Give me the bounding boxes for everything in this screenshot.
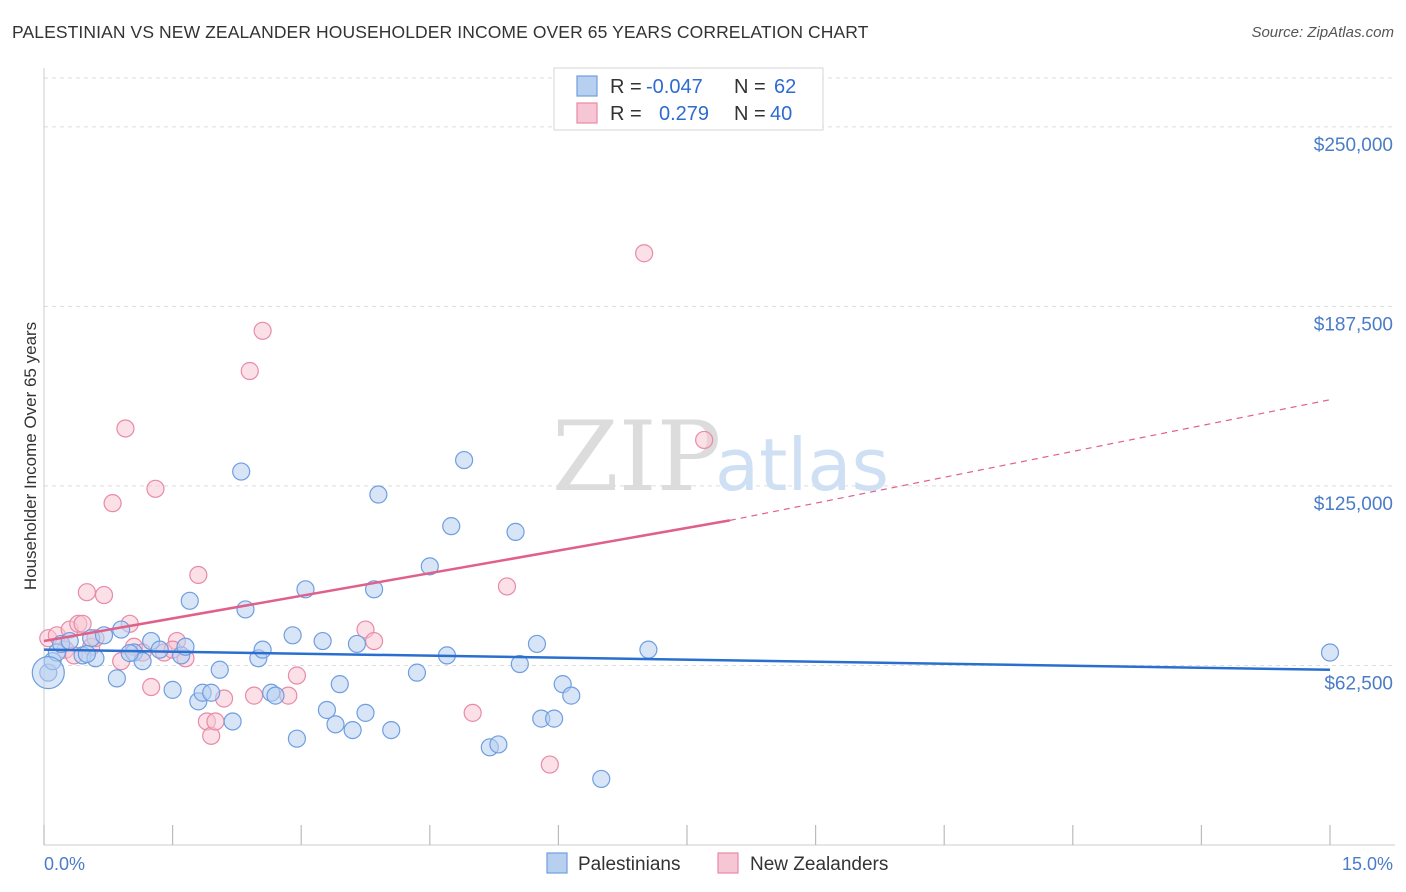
bottom-legend-swatch-new-zealanders (717, 852, 739, 874)
palestinians-point-34 (317, 700, 337, 720)
palestinians-point-29 (266, 686, 285, 705)
new-zealanders-point-34 (497, 577, 517, 596)
legend-r-label-1: R = (610, 76, 642, 98)
palestinians-points (31, 450, 1340, 789)
palestinians-point-12 (133, 652, 152, 671)
palestinians-point-61 (120, 644, 139, 663)
palestinians-point-47 (454, 450, 474, 470)
palestinians-point-44 (420, 557, 439, 576)
new-zealanders-point-28 (253, 321, 272, 340)
palestinians-point-22 (210, 660, 229, 679)
palestinians-point-51 (510, 654, 529, 674)
legend-swatch-blue (576, 75, 598, 97)
palestinians-point-35 (326, 715, 345, 734)
palestinians-point-58 (639, 640, 658, 659)
y-tick-label-3: $250,000 (1314, 135, 1393, 156)
palestinians-point-27 (253, 640, 272, 659)
palestinians-point-36 (330, 675, 349, 694)
palestinians-point-52 (527, 634, 547, 654)
palestinians-point-14 (150, 640, 169, 659)
palestinians-point-15 (163, 680, 182, 699)
new-zealanders-point-21 (189, 565, 208, 585)
palestinians-point-33 (313, 631, 332, 651)
legend-swatch-pink (576, 102, 598, 124)
new-zealanders-trend-line (43, 519, 731, 643)
legend-n-label-1: N = (734, 76, 766, 98)
new-zealanders-point-37 (695, 430, 714, 450)
new-zealanders-point-5 (73, 614, 92, 633)
y-tick-label-2: $187,500 (1314, 314, 1393, 335)
legend-n-value-1: 62 (774, 76, 796, 98)
legend-r-value-1: -0.047 (646, 76, 703, 98)
palestinians-point-38 (347, 634, 367, 654)
palestinians-point-21 (202, 683, 221, 702)
new-zealanders-point-10 (103, 494, 122, 513)
legend-r-value-2: 0.279 (659, 103, 709, 125)
new-zealanders-point-16 (142, 677, 161, 697)
y-tick-labels: $62,500 $125,000 $187,500 $250,000 (1314, 135, 1393, 695)
palestinians-point-54 (545, 709, 564, 728)
palestinians-point-18 (180, 591, 199, 610)
axis-layer (43, 68, 1395, 846)
palestinians-trend-line (43, 648, 1331, 672)
bottom-legend: Palestinians New Zealanders (546, 852, 888, 875)
new-zealanders-point-17 (146, 479, 165, 498)
new-zealanders-point-26 (240, 361, 259, 381)
palestinians-point-24 (232, 462, 251, 481)
palestinians-point-23 (223, 712, 242, 731)
new-zealanders-point-33 (463, 703, 482, 722)
palestinians-point-49 (489, 735, 508, 754)
x-tick-label-1: 15.0% (1342, 854, 1393, 874)
y-tick-label-1: $125,000 (1314, 494, 1393, 515)
watermark-zip: ZIP (552, 401, 721, 513)
new-zealanders-point-6 (77, 583, 96, 602)
new-zealanders-trend-extension (729, 399, 1331, 521)
palestinians-point-37 (343, 720, 362, 740)
bottom-legend-swatch-palestinians (546, 852, 568, 874)
legend-r-label-2: R = (610, 103, 642, 125)
palestinians-point-9 (107, 669, 126, 688)
legend-frame (553, 67, 824, 131)
new-zealanders-point-27 (244, 686, 264, 705)
palestinians-point-57 (592, 769, 611, 789)
new-zealanders-point-36 (635, 244, 654, 263)
palestinians-cluster-point (31, 656, 65, 690)
palestinians-point-46 (442, 517, 461, 536)
new-zealanders-point-12 (116, 419, 135, 438)
bottom-legend-label-palestinians: Palestinians (578, 854, 680, 875)
palestinians-point-50 (506, 522, 525, 541)
trend-lines (43, 399, 1331, 672)
palestinians-point-39 (356, 703, 375, 722)
palestinians-point-60 (77, 644, 96, 664)
new-zealanders-point-9 (94, 585, 114, 605)
palestinians-point-42 (382, 720, 401, 740)
palestinians-point-40 (364, 580, 384, 599)
palestinians-point-30 (283, 626, 302, 645)
new-zealanders-point-24 (206, 712, 225, 731)
source-label: Source: ZipAtlas.com (1251, 24, 1394, 41)
legend-n-label-2: N = (734, 103, 766, 125)
y-axis-label: Householder Income Over 65 years (21, 322, 40, 590)
chart-title: PALESTINIAN VS NEW ZEALANDER HOUSEHOLDER… (12, 22, 869, 42)
x-tick-labels: 0.0% 15.0% (44, 854, 1393, 874)
palestinians-point-41 (369, 485, 388, 504)
x-tick-label-0: 0.0% (44, 854, 85, 874)
new-zealanders-point-30 (287, 666, 307, 685)
legend-n-value-2: 40 (770, 103, 792, 125)
bottom-legend-label-new-zealanders: New Zealanders (750, 854, 888, 875)
legend-box: R = -0.047 N = 62 R = 0.279 N = 40 (553, 67, 824, 131)
new-zealanders-point-32 (364, 631, 384, 651)
palestinians-point-43 (407, 663, 427, 682)
palestinians-point-56 (562, 686, 581, 705)
palestinians-point-31 (287, 729, 307, 748)
watermark-atlas: atlas (715, 423, 889, 507)
y-tick-label-0: $62,500 (1324, 673, 1393, 694)
watermark: ZIP atlas (552, 401, 889, 513)
palestinians-point-59 (1320, 643, 1340, 662)
new-zealanders-point-35 (540, 755, 559, 774)
